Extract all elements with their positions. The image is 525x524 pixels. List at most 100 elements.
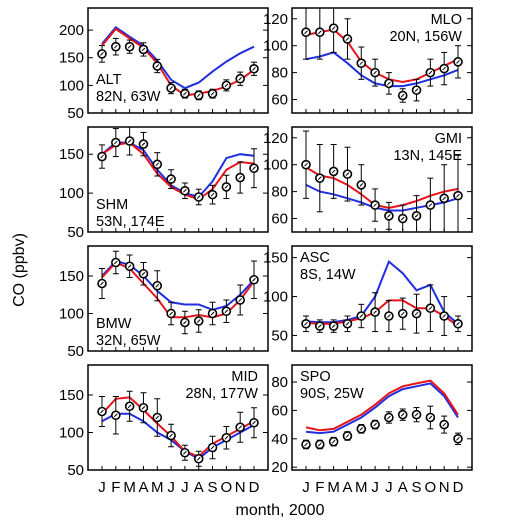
- y-tick-label: 100: [263, 157, 288, 174]
- station-location: 20N, 156W: [389, 29, 462, 45]
- month-tick-label: D: [453, 479, 464, 496]
- observation-point-slash: [100, 154, 104, 159]
- station-location: 28N, 177W: [185, 386, 258, 402]
- y-tick-label: 100: [59, 185, 84, 202]
- observation-point-slash: [345, 172, 350, 176]
- observation-point-slash: [359, 426, 364, 431]
- observation-point-slash: [141, 142, 146, 146]
- month-tick-label: O: [221, 479, 233, 496]
- y-tick-label: 100: [59, 425, 84, 442]
- y-tick-label: 50: [67, 343, 84, 360]
- y-tick-label: 150: [59, 268, 84, 285]
- station-name: SHM: [96, 197, 128, 213]
- month-tick-label: A: [138, 479, 148, 496]
- month-tick-label: F: [111, 479, 120, 496]
- y-axis-label: CO (ppbv): [11, 233, 28, 307]
- observation-point-slash: [442, 314, 447, 318]
- month-tick-label: M: [123, 479, 136, 496]
- observation-point-slash: [414, 88, 419, 92]
- observation-point-slash: [113, 140, 118, 145]
- plot-area: [97, 127, 259, 206]
- blue-model-line: [305, 382, 459, 435]
- station-name: GMI: [435, 131, 462, 147]
- y-tick-label: 100: [59, 306, 84, 323]
- panel-frame: [291, 7, 473, 114]
- observation-point-slash: [169, 433, 173, 438]
- observation-point-slash: [331, 324, 336, 328]
- observation-point-slash: [442, 196, 447, 201]
- observation-point-slash: [317, 30, 322, 35]
- observation-point-slash: [238, 76, 243, 81]
- observation-point-slash: [224, 435, 229, 440]
- y-tick-label: 80: [271, 184, 288, 201]
- observation-point-slash: [127, 139, 132, 143]
- observation-point-slash: [304, 30, 308, 35]
- panel-frame: [87, 7, 269, 114]
- observation-point-slash: [141, 47, 146, 52]
- y-tick-label: 150: [59, 50, 84, 67]
- observation-point-slash: [442, 66, 447, 71]
- observation-point-slash: [252, 66, 256, 71]
- y-tick-label: 80: [271, 374, 288, 391]
- observation-point-slash: [183, 320, 187, 325]
- station-name: BMW: [96, 316, 132, 332]
- observation-point-slash: [100, 409, 104, 414]
- plot-area: [301, 130, 463, 232]
- station-name: MID: [231, 369, 258, 385]
- observation-point-slash: [428, 203, 433, 207]
- y-tick-label: 100: [263, 289, 288, 306]
- observation-point-slash: [400, 93, 405, 98]
- panel-frame: [291, 245, 473, 352]
- month-tick-label: M: [327, 479, 340, 496]
- station-location: 32N, 65W: [96, 333, 161, 349]
- station-location: 8S, 14W: [300, 267, 356, 283]
- y-tick-label: 60: [271, 92, 288, 109]
- y-tick-label: 60: [271, 211, 288, 228]
- observation-point-slash: [373, 70, 377, 75]
- observation-point-slash: [456, 193, 460, 198]
- station-name: ALT: [96, 72, 122, 88]
- observation-point-slash: [387, 81, 391, 86]
- plot-area: [301, 379, 463, 450]
- observation-point-slash: [331, 26, 336, 31]
- month-tick-label: D: [249, 479, 260, 496]
- month-tick-label: O: [425, 479, 437, 496]
- observation-point-slash: [400, 216, 405, 221]
- observation-point-slash: [331, 439, 336, 444]
- observation-point-slash: [127, 264, 132, 269]
- observation-point-slash: [345, 321, 350, 326]
- observation-point-slash: [127, 404, 132, 409]
- observation-point-slash: [428, 415, 433, 420]
- observation-point-slash: [196, 195, 201, 199]
- x-axis-label: month, 2000: [236, 502, 325, 519]
- observation-point-slash: [387, 314, 391, 318]
- y-tick-label: 100: [59, 77, 84, 94]
- observation-point-slash: [456, 321, 460, 326]
- observation-point-slash: [210, 311, 215, 316]
- y-tick-label: 50: [67, 105, 84, 122]
- month-tick-label: J: [181, 479, 189, 496]
- observation-point-slash: [345, 434, 350, 438]
- observation-point-slash: [252, 166, 256, 171]
- observation-point-slash: [317, 176, 322, 181]
- station-name: ASC: [300, 250, 330, 266]
- month-tick-label: J: [371, 479, 379, 496]
- station-location: 13N, 145E: [393, 148, 462, 164]
- month-tick-label: A: [342, 479, 352, 496]
- observation-point-slash: [359, 61, 364, 66]
- observation-point-slash: [113, 413, 118, 418]
- observation-point-slash: [169, 86, 173, 90]
- observation-point-slash: [224, 83, 229, 88]
- observation-point-slash: [359, 314, 364, 318]
- observation-point-slash: [414, 311, 419, 316]
- observation-point-slash: [304, 442, 308, 447]
- observation-point-slash: [183, 91, 187, 96]
- observation-point-slash: [414, 213, 419, 218]
- observation-point-slash: [238, 298, 243, 302]
